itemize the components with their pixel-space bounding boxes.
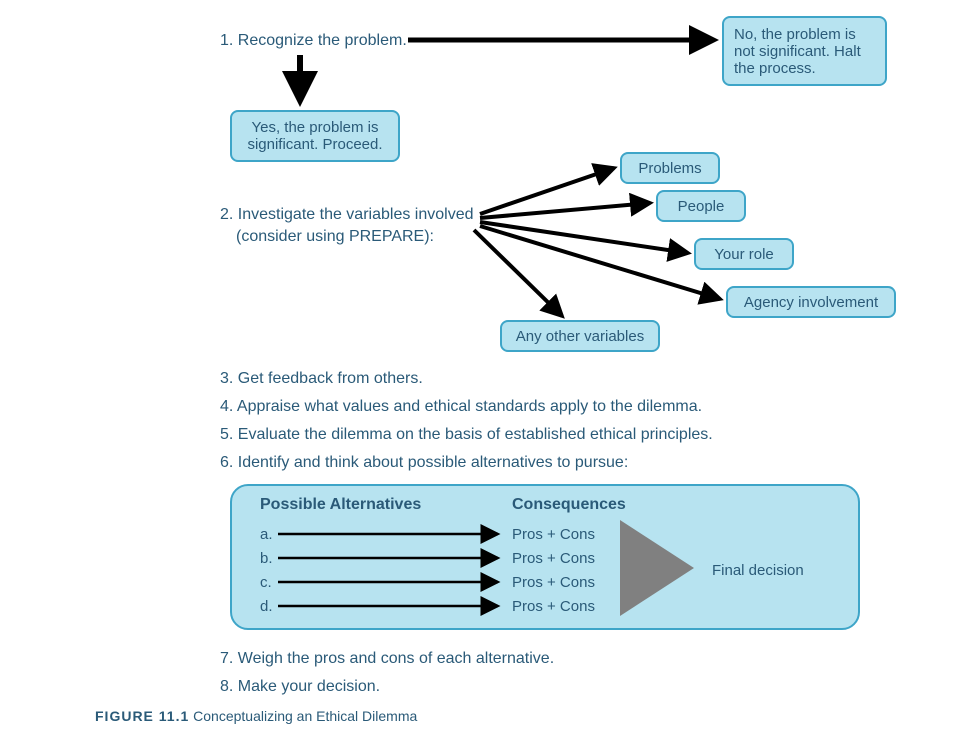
box-yes-proceed: Yes, the problem is significant. Proceed… [230, 110, 400, 162]
box-people: People [656, 190, 746, 222]
arrow-branch-your-role [480, 222, 688, 253]
figure-number: FIGURE 11.1 [95, 708, 189, 724]
step-8: 8. Make your decision. [220, 676, 380, 698]
box-problems: Problems [620, 152, 720, 184]
alt-row-d: d. [260, 598, 273, 615]
arrow-branch-problems [480, 168, 614, 214]
figure-caption: FIGURE 11.1 Conceptualizing an Ethical D… [95, 708, 417, 724]
alt-row-c: c. [260, 574, 272, 591]
alternatives-panel: Possible Alternatives Consequences a. b.… [230, 484, 860, 630]
diagram-canvas: 1. Recognize the problem. No, the proble… [0, 0, 973, 742]
alt-header-left: Possible Alternatives [260, 496, 421, 514]
alt-cons-d: Pros + Cons [512, 598, 595, 615]
step-3: 3. Get feedback from others. [220, 368, 423, 390]
alt-row-b: b. [260, 550, 273, 567]
arrow-branch-agency [480, 226, 720, 299]
arrow-branch-people [480, 203, 650, 218]
step-2-line1: 2. Investigate the variables involved [220, 204, 473, 226]
box-no-halt: No, the problem is not significant. Halt… [722, 16, 887, 86]
step-4: 4. Appraise what values and ethical stan… [220, 396, 702, 418]
box-agency: Agency involvement [726, 286, 896, 318]
alt-cons-b: Pros + Cons [512, 550, 595, 567]
alt-cons-a: Pros + Cons [512, 526, 595, 543]
step-7: 7. Weigh the pros and cons of each alter… [220, 648, 554, 670]
arrow-branch-other-vars [474, 230, 562, 316]
step-2-line2: (consider using PREPARE): [236, 226, 434, 248]
alt-cons-c: Pros + Cons [512, 574, 595, 591]
step-6: 6. Identify and think about possible alt… [220, 452, 628, 474]
arrows-overlay [0, 0, 973, 742]
box-your-role: Your role [694, 238, 794, 270]
alt-final-decision: Final decision [712, 562, 804, 579]
alt-header-right: Consequences [512, 496, 626, 514]
alt-row-a: a. [260, 526, 273, 543]
step-1: 1. Recognize the problem. [220, 30, 407, 52]
figure-title: Conceptualizing an Ethical Dilemma [193, 708, 417, 724]
box-other-vars: Any other variables [500, 320, 660, 352]
step-5: 5. Evaluate the dilemma on the basis of … [220, 424, 713, 446]
